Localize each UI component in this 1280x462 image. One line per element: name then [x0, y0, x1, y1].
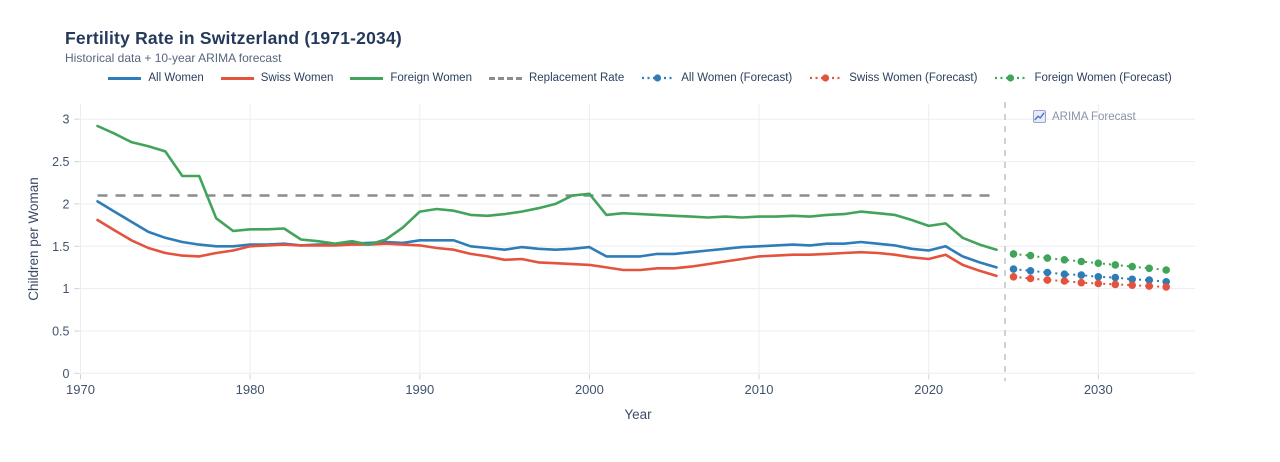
svg-text:2.5: 2.5	[52, 155, 69, 169]
legend-label: Swiss Women	[260, 72, 334, 84]
legend-label: All Women	[148, 72, 204, 84]
chart-subtitle: Historical data + 10-year ARIMA forecast	[65, 51, 282, 65]
svg-text:2030: 2030	[1084, 382, 1113, 397]
y-axis-labels: 0 0.5 1 1.5 2 2.5 3	[52, 113, 69, 381]
legend-item-swiss-women[interactable]: Swiss Women	[220, 72, 334, 84]
svg-text:1990: 1990	[405, 382, 434, 397]
x-axis-title: Year	[624, 407, 652, 422]
svg-text:2010: 2010	[745, 382, 774, 397]
svg-text:2020: 2020	[914, 382, 943, 397]
legend-item-swiss-women-forecast[interactable]: Swiss Women (Forecast)	[809, 72, 977, 84]
legend-label: Foreign Women (Forecast)	[1034, 72, 1172, 84]
legend-label: Foreign Women	[390, 72, 472, 84]
legend-label: Replacement Rate	[528, 72, 625, 84]
svg-text:1.5: 1.5	[52, 240, 69, 254]
series-all-women-forecast	[1009, 265, 1170, 286]
gridlines	[80, 104, 1195, 374]
legend-item-all-women[interactable]: All Women	[108, 72, 204, 84]
legend-dot-sample	[810, 74, 842, 82]
legend-item-foreign-women[interactable]: Foreign Women	[350, 72, 472, 84]
trend-chart-icon	[1033, 110, 1046, 123]
legend-label: All Women (Forecast)	[681, 72, 793, 84]
series-swiss-women	[96, 218, 998, 278]
x-axis-labels: 1970 1980 1990 2000 2010 2020 2030	[66, 382, 1113, 397]
y-axis-title: Children per Woman	[26, 177, 41, 301]
legend-item-replacement-rate[interactable]: Replacement Rate	[488, 72, 625, 84]
svg-text:2: 2	[63, 197, 70, 211]
series-foreign-women	[96, 124, 998, 251]
legend-label: Swiss Women (Forecast)	[849, 72, 978, 84]
svg-text:2000: 2000	[575, 382, 604, 397]
legend: All Women Swiss Women Foreign Women Replace…	[0, 69, 1280, 87]
legend-item-all-women-forecast[interactable]: All Women (Forecast)	[641, 72, 792, 84]
svg-text:0: 0	[63, 367, 70, 381]
series-swiss-women-forecast	[1009, 273, 1170, 291]
svg-text:0.5: 0.5	[52, 325, 69, 339]
series-all-women	[96, 200, 998, 269]
legend-dash-sample	[488, 76, 522, 80]
svg-text:1: 1	[63, 282, 70, 296]
legend-line-sample	[350, 76, 384, 80]
svg-text:1980: 1980	[236, 382, 265, 397]
arima-annotation: ARIMA Forecast	[1033, 110, 1136, 123]
svg-text:3: 3	[63, 113, 70, 127]
legend-line-sample	[108, 76, 142, 80]
arima-annotation-label: ARIMA Forecast	[1052, 110, 1136, 123]
legend-item-foreign-women-forecast[interactable]: Foreign Women (Forecast)	[994, 72, 1172, 84]
legend-dot-sample	[995, 74, 1027, 82]
series-foreign-women-forecast	[1009, 250, 1170, 274]
axis-ticks	[74, 118, 1099, 380]
svg-text:1970: 1970	[66, 382, 95, 397]
chart-title: Fertility Rate in Switzerland (1971-2034…	[65, 28, 402, 48]
legend-line-sample	[220, 76, 254, 80]
legend-dot-sample	[642, 74, 674, 82]
